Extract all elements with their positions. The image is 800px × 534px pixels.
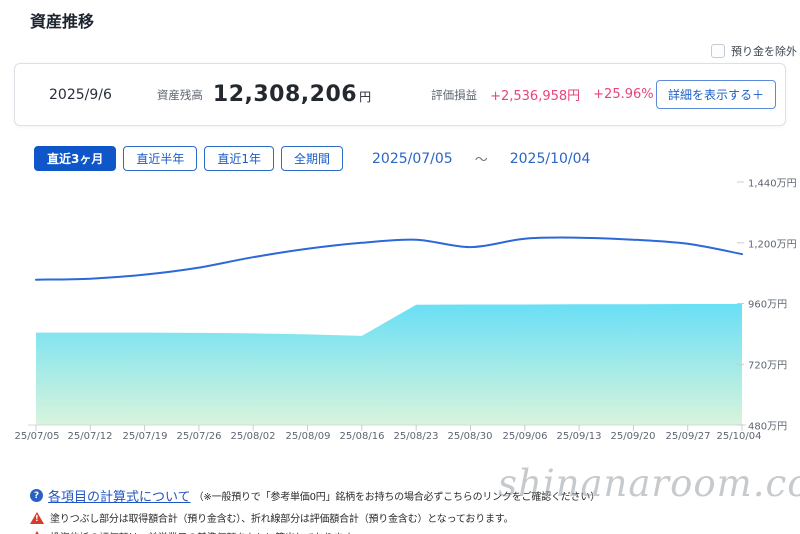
warning-icon	[30, 511, 44, 524]
axis-ticks	[35, 181, 744, 431]
date-range-start[interactable]: 2025/07/05	[372, 150, 453, 167]
x-axis-label: 25/08/02	[230, 431, 276, 442]
exclude-deposit-checkbox[interactable]: 預り金を除外	[711, 43, 797, 59]
balance-amount: 12,308,206	[212, 82, 358, 107]
x-axis-label: 25/09/20	[610, 431, 656, 442]
date-range-separator: ～	[474, 153, 488, 168]
x-axis-label: 25/08/30	[447, 431, 493, 442]
pl-percent: +25.96%	[593, 87, 654, 102]
y-axis-label: 720万円	[748, 360, 788, 372]
x-axis-label: 25/09/06	[502, 431, 548, 442]
balance-value: 12,308,206 円	[213, 82, 371, 107]
tab-recent-3-months[interactable]: 直近3ヶ月	[34, 146, 117, 171]
x-axis-label: 25/08/16	[339, 431, 385, 442]
pl-label: 評価損益	[431, 87, 478, 102]
period-tabs: 直近3ヶ月 直近半年 直近1年 全期間	[34, 146, 344, 171]
x-axis-label: 25/09/13	[556, 431, 602, 442]
summary-date: 2025/9/6	[49, 86, 112, 103]
y-axis-label: 960万円	[748, 299, 788, 311]
balance-label: 資産残高	[156, 87, 203, 102]
x-axis-label: 25/08/09	[285, 431, 331, 442]
x-axis-label: 25/07/26	[176, 431, 222, 442]
y-axis-label: 1,200万円	[748, 239, 797, 251]
note-fill-line-meaning: 塗りつぶし部分は取得額合計（預り金含む）、折れ線部分は評価額合計（預り金含む）と…	[30, 510, 514, 525]
help-icon: ?	[30, 489, 43, 502]
asset-chart[interactable]	[0, 170, 800, 460]
tab-all-period[interactable]: 全期間	[281, 146, 344, 171]
x-axis-label: 25/10/04	[716, 431, 762, 442]
date-range: 2025/07/05 ～ 2025/10/04	[372, 149, 591, 169]
calculation-formula-link[interactable]: 各項目の計算式について	[48, 490, 191, 505]
pl-amount: +2,536,958円	[490, 89, 581, 104]
acquisition-area	[36, 304, 742, 425]
x-axis-label: 25/07/19	[122, 431, 168, 442]
show-detail-button[interactable]: 詳細を表示する＋	[655, 80, 776, 109]
note-text: （※一般預りで「参考単価0円」銘柄をお持ちの場合必ずこちらのリンクをご確認くださ…	[193, 492, 601, 503]
tab-recent-half-year[interactable]: 直近半年	[123, 146, 198, 171]
note-text: 投資信託の評価額は、前営業日の基準価額をもとに算出しております。	[50, 529, 362, 534]
summary-card: 2025/9/6 資産残高 12,308,206 円 評価損益 +2,536,95…	[14, 63, 786, 126]
valuation-line	[35, 236, 743, 281]
note-calculation-formula: ? 各項目の計算式について （※一般預りで「参考単価0円」銘柄をお持ちの場合必ず…	[30, 486, 600, 505]
x-axis-label: 25/09/27	[665, 431, 711, 442]
warning-icon	[30, 530, 44, 534]
y-axis-label: 480万円	[748, 421, 788, 433]
balance-unit: 円	[359, 90, 372, 104]
note-clipped: 投資信託の評価額は、前営業日の基準価額をもとに算出しております。	[30, 529, 362, 534]
y-axis-label: 1,440万円	[748, 178, 797, 190]
note-text: 塗りつぶし部分は取得額合計（預り金含む）、折れ線部分は評価額合計（預り金含む）と…	[50, 514, 514, 525]
x-axis-label: 25/08/23	[393, 431, 439, 442]
exclude-deposit-label: 預り金を除外	[731, 45, 797, 58]
x-axis-label: 25/07/12	[67, 431, 113, 442]
tab-recent-1-year[interactable]: 直近1年	[204, 146, 275, 171]
x-axis-label: 25/07/05	[14, 431, 60, 442]
checkbox-icon[interactable]	[711, 44, 725, 58]
page-title: 資産推移	[30, 12, 95, 31]
date-range-end[interactable]: 2025/10/04	[509, 150, 591, 167]
